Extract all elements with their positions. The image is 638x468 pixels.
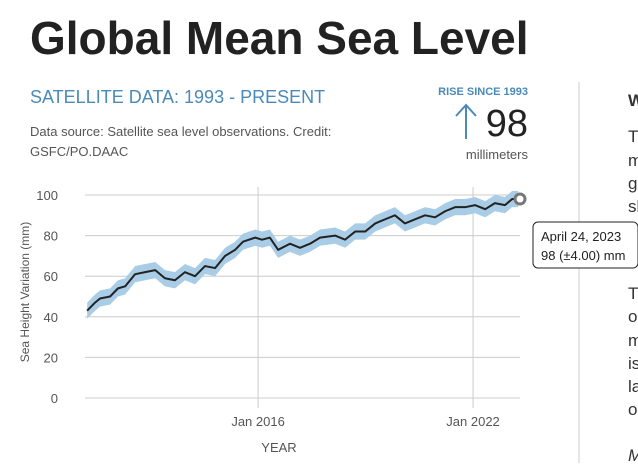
- y-tick-label: 100: [36, 188, 58, 203]
- tooltip-date: April 24, 2023: [541, 229, 621, 244]
- subtitle: SATELLITE DATA: 1993 - PRESENT: [30, 87, 325, 107]
- source: Data source: Satellite sea level observa…: [30, 124, 331, 139]
- y-tick-label: 40: [44, 310, 58, 325]
- tooltip-value: 98 (±4.00) mm: [541, 248, 625, 263]
- rise-label: RISE SINCE 1993: [438, 86, 528, 98]
- up-arrow: [455, 103, 477, 139]
- sidebar-text: is: [628, 354, 638, 373]
- y-tick-label: 0: [51, 391, 58, 406]
- x-tick-label: Jan 2022: [446, 414, 500, 429]
- source: GSFC/PO.DAAC: [30, 144, 128, 159]
- sidebar-text: la: [628, 377, 638, 396]
- sidebar-text: o: [628, 400, 637, 419]
- sidebar-text: T: [628, 127, 638, 146]
- x-axis-label: YEAR: [261, 440, 296, 455]
- tooltip: [532, 221, 638, 269]
- sidebar-note: M: [628, 446, 638, 463]
- uncertainty-band: [87, 190, 519, 319]
- y-axis-label: Sea Height Variation (mm): [18, 222, 32, 363]
- page-title: Global Mean Sea Level: [30, 12, 529, 64]
- sidebar-text: o: [628, 307, 637, 326]
- sidebar-text: m: [628, 331, 638, 350]
- y-tick-label: 60: [44, 269, 58, 284]
- sidebar-text: g: [628, 174, 637, 193]
- x-tick-label: Jan 2016: [231, 414, 285, 429]
- hover-point: [513, 192, 527, 206]
- series-line: [86, 198, 519, 312]
- sidebar-text: sl: [628, 197, 638, 216]
- rise-unit: millimeters: [466, 147, 529, 162]
- y-tick-label: 80: [44, 229, 58, 244]
- plot: 0 20 40 60 80 100 Jan 2016 Jan 2022: [36, 187, 520, 429]
- sidebar-text: m: [628, 151, 638, 170]
- sidebar-text: T: [628, 284, 638, 303]
- sidebar-heading: W: [628, 91, 638, 110]
- y-tick-label: 20: [44, 350, 58, 365]
- rise-value: 98: [486, 103, 528, 145]
